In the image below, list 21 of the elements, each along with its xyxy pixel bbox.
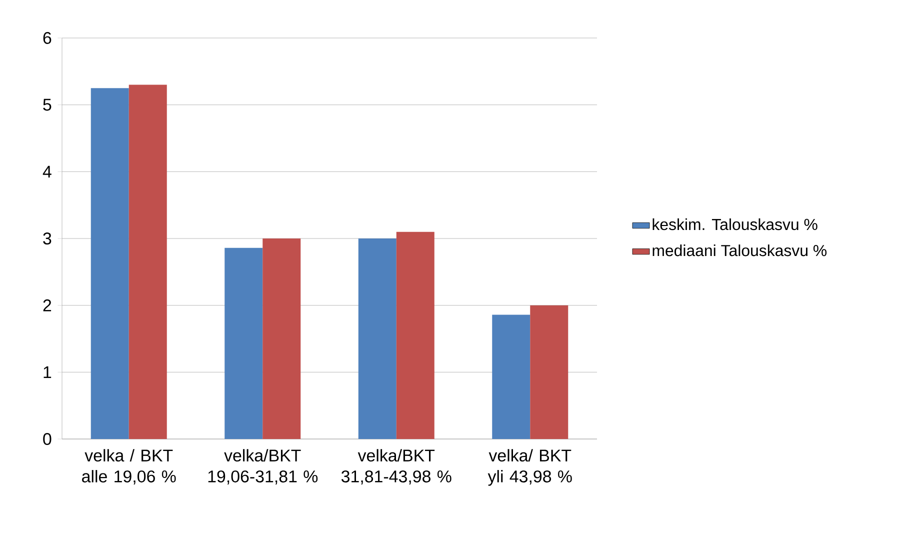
x-tick-label: velka/BKT 31,81-43,98 % — [341, 449, 452, 484]
y-tick-label: 3 — [43, 232, 52, 244]
y-tick-label: 0 — [43, 433, 52, 445]
bar — [262, 238, 301, 439]
x-tick-label: velka / BKT alle 19,06 % — [82, 449, 176, 484]
y-tick-label: 2 — [43, 299, 52, 312]
y-tick-label: 6 — [43, 32, 52, 44]
bar — [530, 305, 568, 439]
bar — [358, 238, 396, 439]
bar — [492, 314, 530, 439]
bar — [90, 88, 129, 439]
x-tick-label: velka/ BKT yli 43,98 % — [488, 449, 572, 486]
bar — [396, 232, 434, 439]
bar — [224, 248, 263, 439]
legend-label: mediaani Talouskasvu % — [652, 244, 827, 256]
y-tick-label: 4 — [42, 166, 52, 178]
x-tick-label: velka/BKT 19,06-31,81 % — [208, 449, 318, 484]
legend-label: keskim. Talouskasvu % — [652, 218, 818, 230]
y-tick-label: 1 — [44, 366, 52, 378]
y-tick-label: 5 — [43, 98, 52, 111]
bar — [128, 84, 167, 439]
